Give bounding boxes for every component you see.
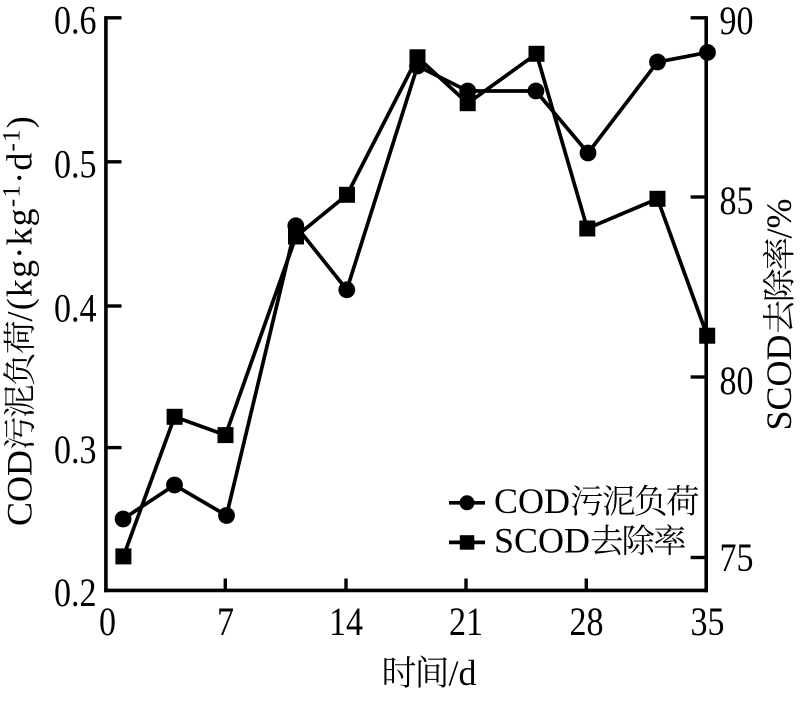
svg-text:0.6: 0.6 [54,0,96,43]
svg-text:0.2: 0.2 [54,572,96,616]
svg-text:85: 85 [720,179,754,223]
svg-text:COD: COD [494,481,570,521]
svg-text:7: 7 [217,601,234,645]
svg-text:/d: /d [449,653,477,693]
svg-text:0.3: 0.3 [54,429,96,473]
svg-text:0: 0 [99,601,116,645]
svg-text:28: 28 [570,601,604,645]
svg-text:80: 80 [720,359,754,403]
svg-text:SCOD: SCOD [759,334,799,430]
svg-text:/%: /% [759,199,799,239]
svg-text:90: 90 [720,0,754,44]
svg-text:14: 14 [329,601,363,645]
svg-text:75: 75 [720,536,754,580]
svg-text:SCOD: SCOD [494,521,590,561]
svg-text:0.4: 0.4 [54,287,96,331]
svg-text:0.5: 0.5 [54,143,96,187]
svg-text:COD: COD [0,450,40,526]
svg-text:21: 21 [449,601,483,645]
svg-text:35: 35 [691,601,725,645]
